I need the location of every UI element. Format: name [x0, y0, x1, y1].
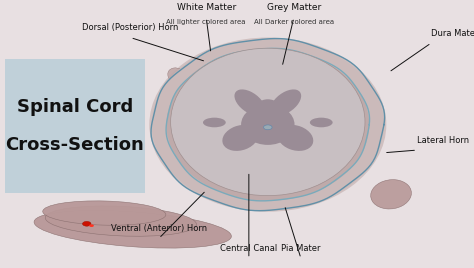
Text: All Darker colored area: All Darker colored area — [254, 20, 334, 25]
Ellipse shape — [34, 210, 231, 248]
Circle shape — [82, 221, 91, 226]
Ellipse shape — [149, 38, 386, 212]
Text: Pia Mater: Pia Mater — [281, 244, 321, 253]
Ellipse shape — [241, 104, 294, 145]
Text: White Matter: White Matter — [176, 3, 236, 12]
Circle shape — [264, 125, 272, 130]
Ellipse shape — [371, 180, 411, 209]
Text: Grey Matter: Grey Matter — [267, 3, 321, 12]
Ellipse shape — [235, 90, 265, 116]
FancyBboxPatch shape — [5, 59, 145, 193]
Text: Spinal Cord: Spinal Cord — [17, 98, 133, 116]
Text: Dorsal (Posterior) Horn: Dorsal (Posterior) Horn — [82, 23, 179, 32]
Text: Cross-Section: Cross-Section — [5, 136, 144, 154]
Ellipse shape — [166, 49, 369, 201]
Ellipse shape — [271, 90, 301, 116]
Ellipse shape — [203, 118, 226, 127]
Text: Lateral Horn: Lateral Horn — [417, 136, 469, 145]
Text: Dura Mater: Dura Mater — [431, 28, 474, 38]
Ellipse shape — [254, 99, 282, 123]
Ellipse shape — [277, 125, 313, 151]
Ellipse shape — [260, 120, 275, 136]
Ellipse shape — [222, 125, 258, 151]
Ellipse shape — [168, 68, 188, 85]
Circle shape — [89, 224, 94, 227]
Text: Central Canal: Central Canal — [220, 244, 277, 253]
Ellipse shape — [152, 39, 384, 210]
Ellipse shape — [171, 48, 365, 196]
Ellipse shape — [46, 206, 196, 236]
Ellipse shape — [43, 201, 166, 225]
Text: Ventral (Anterior) Horn: Ventral (Anterior) Horn — [111, 224, 207, 233]
Ellipse shape — [310, 118, 333, 127]
Text: All lighter colored area: All lighter colored area — [166, 20, 246, 25]
